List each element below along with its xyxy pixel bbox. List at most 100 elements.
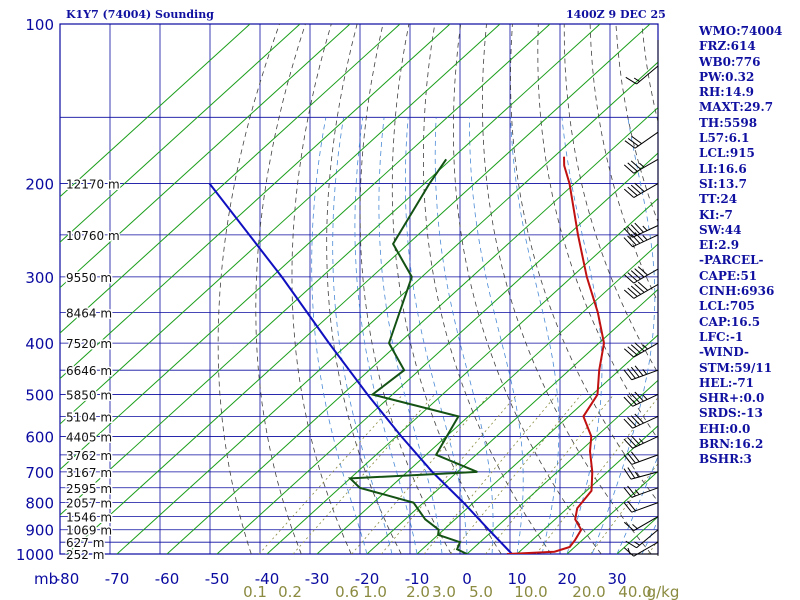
- barb-flag: [627, 186, 638, 196]
- wind-barb: [625, 529, 659, 549]
- dry-adiabat: [326, 24, 402, 554]
- pressure-grid: [59, 23, 659, 555]
- dry-adiabat: [452, 24, 602, 554]
- wind-barb: [623, 467, 659, 480]
- wind-barbs: [623, 40, 659, 557]
- barb-flag: [630, 233, 641, 244]
- barb-flag: [623, 237, 633, 248]
- height-label: 1546 m: [66, 511, 112, 525]
- barb-flag: [623, 227, 633, 238]
- height-label: 3762 m: [66, 449, 112, 463]
- isotherm: [60, 24, 301, 243]
- pressure-tick-label: 100: [25, 16, 54, 34]
- barb-shaft: [631, 369, 659, 381]
- wind-barb: [623, 451, 659, 465]
- pressure-tick-label: 500: [25, 386, 54, 404]
- mixing-ratio-label: 3.0: [432, 583, 456, 600]
- moist-adiabat: [510, 117, 560, 554]
- isotherm: [216, 152, 658, 554]
- barb-flag: [627, 287, 638, 297]
- barb-flag: [623, 454, 633, 465]
- height-label: 627 m: [66, 536, 104, 550]
- barb-flag: [627, 395, 637, 405]
- barb-flag: [623, 547, 635, 557]
- index-17: CINH:6936: [699, 284, 775, 299]
- barb-half-flag: [638, 438, 644, 444]
- wind-barb: [623, 413, 659, 429]
- barb-half-flag: [642, 235, 648, 241]
- index-0: WMO:74004: [699, 24, 783, 38]
- height-label: 7520 m: [66, 337, 112, 351]
- moist-adiabat: [591, 117, 656, 554]
- barb-shaft: [632, 394, 659, 407]
- temp-tick-label: -20: [355, 570, 380, 588]
- index-13: SW:44: [699, 222, 742, 237]
- pressure-tick-label: 600: [25, 428, 54, 446]
- height-label: 5850 m: [66, 388, 112, 402]
- barb-flag: [627, 272, 638, 282]
- index-11: TT:24: [699, 192, 738, 207]
- wind-barb: [623, 182, 659, 198]
- isotherm: [516, 425, 658, 554]
- mixing-ratio-label: 10.0: [514, 583, 547, 600]
- barb-flag: [627, 467, 636, 479]
- dry-adiabat: [391, 24, 502, 554]
- barb-flag: [627, 368, 636, 379]
- barb-shaft: [634, 131, 659, 149]
- profile-series: [208, 156, 606, 554]
- wind-barb: [624, 131, 659, 149]
- barb-flag: [630, 285, 642, 295]
- barb-flag: [625, 76, 637, 85]
- mixing-ratio-label: 0.6: [335, 583, 359, 600]
- barb-half-flag: [642, 394, 648, 400]
- barb-flag: [623, 468, 632, 480]
- indices-panel: WMO:74004 FRZ:614 WB0:776 PW:0.32 RH:14.9 MAX…: [699, 24, 799, 468]
- index-21: -WIND-: [699, 345, 749, 360]
- isotherm: [166, 106, 658, 554]
- isotherm: [60, 24, 401, 334]
- barb-flag: [637, 266, 648, 276]
- wind-barb: [623, 435, 659, 449]
- isotherm: [60, 24, 551, 471]
- isotherm: [66, 24, 651, 554]
- index-19: CAP:16.5: [699, 314, 761, 329]
- moist-adiabat: [354, 117, 418, 554]
- mixing-ratio-label: 40.0: [618, 583, 651, 600]
- barb-flag: [634, 391, 644, 402]
- mixing-ratio-label: 20.0: [572, 583, 605, 600]
- index-9: LI:16.6: [699, 161, 747, 176]
- moist-adiabat: [378, 117, 443, 554]
- barb-shaft: [632, 415, 659, 429]
- height-label: 12170 m: [66, 178, 120, 192]
- temp-tick-label: 20: [557, 570, 576, 588]
- barb-flag: [634, 413, 644, 424]
- wind-barb: [623, 158, 659, 174]
- wind-barb: [623, 342, 659, 358]
- pressure-tick-label: 300: [25, 269, 54, 287]
- height-label: 10760 m: [66, 229, 120, 243]
- barb-flag: [630, 270, 642, 280]
- wind-barb: [623, 222, 659, 238]
- dewpoint-line: [347, 158, 478, 554]
- wind-barb: [623, 266, 659, 284]
- temp-tick-label: -70: [105, 570, 130, 588]
- barb-half-flag: [642, 369, 648, 375]
- barb-half-flag: [634, 489, 640, 495]
- mixing-ratio-label: 0.2: [278, 583, 302, 600]
- barb-shaft: [630, 471, 659, 480]
- mixing-ratio-line: [258, 394, 404, 554]
- mixing-ratio-label: g/kg: [647, 583, 680, 600]
- isotherm: [60, 24, 351, 289]
- barb-flag: [637, 281, 648, 291]
- barb-half-flag: [633, 541, 640, 546]
- mixing-ratio-label: 2.0: [406, 583, 430, 600]
- dry-adiabat: [422, 24, 552, 554]
- index-8: LCL:915: [699, 146, 755, 161]
- barb-shaft: [632, 234, 659, 248]
- height-label: 4405 m: [66, 430, 112, 444]
- barb-shaft: [636, 65, 659, 85]
- index-16: CAPE:51: [699, 268, 758, 283]
- dry-adiabat: [255, 24, 306, 554]
- dry-adiabat: [217, 24, 280, 554]
